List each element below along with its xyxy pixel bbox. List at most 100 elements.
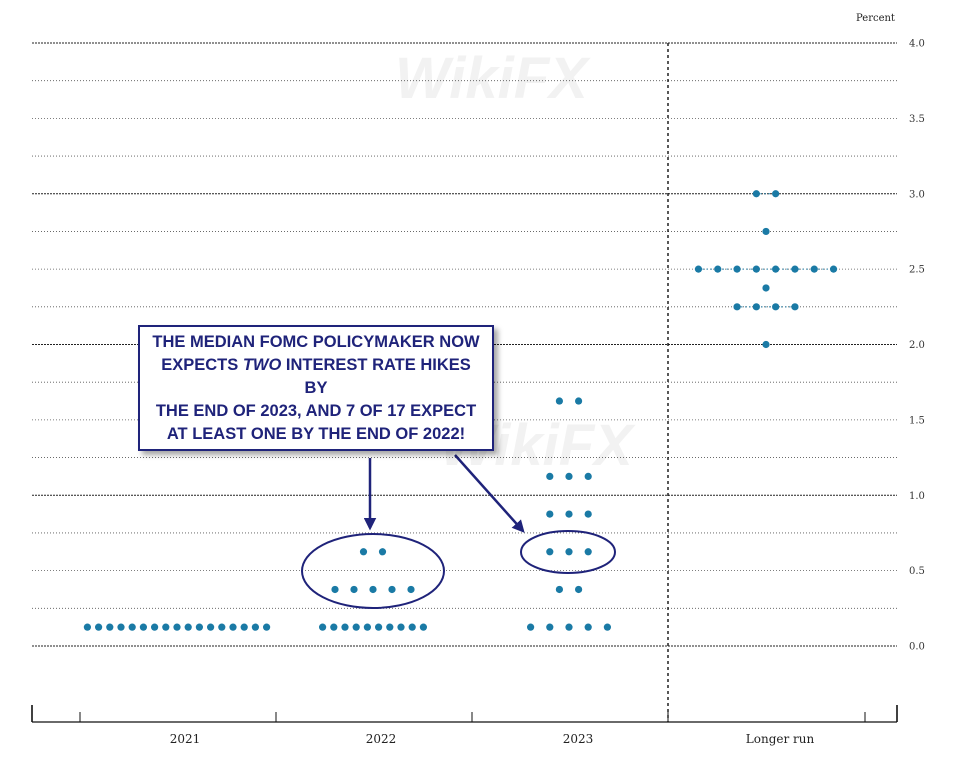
dot-2021	[162, 623, 170, 631]
y-tick-label: 0.5	[909, 566, 925, 577]
dot-2022	[397, 623, 405, 631]
dot-2021	[195, 623, 203, 631]
dot-2021	[240, 623, 248, 631]
dot-longer-run	[762, 340, 770, 349]
highlight-ellipses	[301, 530, 616, 609]
annotation-line-2-post: INTEREST RATE HIKES BY	[281, 355, 471, 397]
dot-2023	[546, 472, 554, 481]
dot-2022	[319, 623, 327, 631]
x-tick-label: 2023	[563, 732, 594, 746]
dot-longer-run	[772, 265, 780, 273]
dot-2023	[565, 510, 573, 518]
annotation-text: THE MEDIAN FOMC POLICYMAKER NOW EXPECTS …	[148, 331, 484, 446]
dot-2023	[565, 548, 573, 556]
dot-2023	[575, 397, 583, 405]
y-tick-label: 3.0	[909, 189, 925, 200]
annotation-arrows	[363, 454, 525, 533]
dot-2023	[575, 585, 583, 594]
watermark-text: WikiFX	[395, 46, 591, 111]
dot-2023	[527, 623, 535, 631]
dot-2021	[106, 623, 114, 631]
unit-label: Percent	[856, 13, 895, 24]
dot-2023	[546, 623, 554, 631]
dot-2021	[184, 623, 192, 631]
dot-longer-run	[762, 284, 770, 292]
y-tick-labels: 0.0 0.5 1.0 1.5 2.0 2.5 3.0 3.5 4.0	[909, 39, 925, 653]
y-tick-label: 0.0	[909, 642, 925, 653]
dot-longer-run	[810, 265, 818, 273]
dot-longer-run	[829, 265, 838, 273]
dot-2023	[584, 623, 592, 631]
dot-2021	[151, 623, 159, 631]
dot-longer-run	[694, 265, 703, 273]
dot-2023	[546, 548, 554, 556]
annotation-line-4: AT LEAST ONE BY THE END OF 2022!	[166, 424, 466, 443]
dot-2021	[207, 623, 215, 631]
arrow-to-2023	[454, 454, 525, 533]
dot-2022	[359, 548, 368, 556]
dot-2023	[555, 397, 564, 405]
dot-2022	[407, 585, 415, 594]
dot-2021	[263, 623, 271, 631]
dot-2021	[95, 623, 103, 631]
dot-2022	[375, 623, 383, 631]
dot-2022	[386, 623, 394, 631]
dot-longer-run	[772, 190, 780, 198]
dot-longer-run	[714, 265, 722, 273]
annotation-line-2-emphasis: TWO	[242, 355, 282, 374]
y-tick-label: 4.0	[909, 39, 925, 50]
dot-2021	[229, 623, 237, 631]
annotation-line-2-pre: EXPECTS	[161, 355, 243, 374]
x-tick-label: 2022	[366, 732, 397, 746]
dot-2022	[388, 585, 396, 594]
highlight-ellipse-2022	[301, 533, 445, 609]
dot-2021	[218, 623, 226, 631]
dot-2023	[565, 623, 573, 631]
dot-longer-run	[733, 303, 741, 311]
dot-2023	[546, 510, 554, 518]
dot-2023	[584, 548, 592, 556]
dot-longer-run	[752, 265, 760, 273]
y-tick-label: 2.5	[909, 265, 925, 276]
dot-2023	[555, 585, 564, 594]
annotation-line-1: THE MEDIAN FOMC POLICYMAKER NOW	[152, 332, 480, 351]
dot-2021	[139, 623, 147, 631]
dot-2022	[369, 585, 377, 594]
dot-2023	[584, 472, 592, 481]
dot-2021	[128, 623, 136, 631]
dot-longer-run	[762, 227, 770, 236]
dot-2021	[83, 623, 91, 631]
x-tick-label: Longer run	[746, 732, 815, 746]
dot-2021	[251, 623, 259, 631]
dot-2022	[341, 623, 349, 631]
highlight-ellipse-2023	[520, 530, 616, 574]
dot-longer-run	[733, 265, 741, 273]
dot-longer-run	[752, 190, 760, 198]
dot-longer-run	[752, 303, 760, 311]
dot-2021	[117, 623, 125, 631]
annotation-line-3: THE END OF 2023, AND 7 OF 17 EXPECT	[155, 401, 477, 420]
dot-longer-run	[791, 303, 799, 311]
dot-2022	[363, 623, 371, 631]
x-tick-label: 2021	[170, 732, 201, 746]
dot-2021	[173, 623, 181, 631]
dot-2022	[330, 623, 338, 631]
dot-2022	[350, 585, 358, 594]
dot-2023	[603, 623, 612, 631]
annotation-callout: THE MEDIAN FOMC POLICYMAKER NOW EXPECTS …	[138, 325, 494, 451]
dot-longer-run	[772, 303, 780, 311]
dots-layer	[83, 190, 838, 631]
dot-2022	[378, 548, 387, 556]
dot-longer-run	[791, 265, 799, 273]
dot-2022	[408, 623, 416, 631]
dot-2023	[565, 472, 573, 481]
y-tick-label: 3.5	[909, 114, 925, 125]
x-axis: 2021 2022 2023 Longer run	[31, 705, 898, 746]
y-tick-label: 1.5	[909, 415, 925, 426]
dot-2022	[352, 623, 360, 631]
y-tick-label: 1.0	[909, 491, 925, 502]
dot-2022	[419, 623, 427, 631]
dot-2023	[584, 510, 592, 518]
dot-2022	[331, 585, 339, 594]
y-tick-label: 2.0	[909, 340, 925, 351]
